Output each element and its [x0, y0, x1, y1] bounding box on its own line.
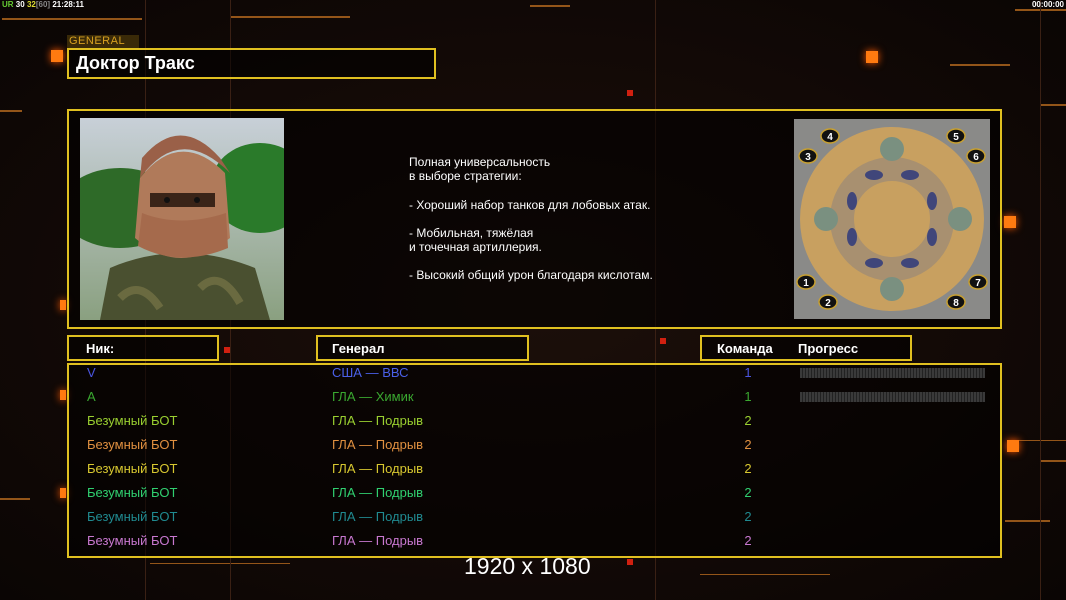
description-line: - Хороший набор танков для лобовых атак.: [409, 197, 651, 212]
general-label: GENERAL: [67, 35, 139, 48]
description-spacer: [409, 254, 653, 268]
player-team: 2: [744, 533, 752, 548]
player-team: 2: [744, 437, 752, 452]
description-line: и точечная артиллерия.: [409, 240, 542, 255]
start-position-marker[interactable]: [818, 294, 838, 310]
team-progress-header-box: Команда Прогресс: [700, 335, 912, 361]
start-position-marker[interactable]: [946, 128, 966, 144]
decor-line: [150, 563, 290, 564]
description-spacer: [409, 184, 653, 198]
player-nick: Безумный БОТ: [87, 437, 178, 452]
hud-value: 32: [26, 0, 36, 9]
decor-square: [60, 390, 66, 400]
resolution-label: 1920 x 1080: [464, 553, 591, 579]
general-description: Полная универсальность в выборе стратеги…: [409, 155, 653, 283]
decor-line: [530, 5, 570, 7]
start-position-label: 1: [803, 278, 809, 289]
general-name: Доктор Тракс: [76, 53, 195, 73]
game-timer: 00:00:00: [1031, 0, 1064, 9]
hud-value: [60]: [35, 0, 51, 9]
player-general: ГЛА — Подрыв: [332, 437, 424, 452]
start-position-marker[interactable]: [798, 148, 818, 164]
start-position-label: 5: [953, 132, 959, 143]
nick-header: Ник:: [86, 341, 115, 356]
description-line: Полная универсальность: [409, 155, 551, 169]
player-nick: Безумный БОТ: [87, 509, 178, 524]
start-position-label: 2: [825, 298, 831, 309]
start-position-marker[interactable]: [796, 274, 816, 290]
description-spacer: [409, 212, 653, 226]
player-team: 2: [744, 509, 752, 524]
decor-square: [51, 50, 63, 62]
decor-square: [866, 51, 878, 63]
team-header: Команда: [717, 341, 773, 356]
decor-square: [224, 347, 230, 353]
player-general: ГЛА — Химик: [332, 389, 414, 404]
decor-square: [627, 559, 633, 565]
decor-line: [0, 498, 30, 500]
general-portrait: [80, 118, 284, 320]
decor-line: [230, 16, 350, 18]
decor-square: [60, 488, 66, 498]
fps-counter: UR 30 32[60] 21:28:11: [2, 0, 84, 9]
decor-line: [700, 574, 830, 575]
decor-square: [1004, 216, 1016, 228]
player-general: ГЛА — Подрыв: [332, 533, 424, 548]
player-team: 1: [744, 389, 752, 404]
player-general: ГЛА — Подрыв: [332, 413, 424, 428]
player-team: 1: [744, 365, 752, 380]
player-progress-bar: [800, 392, 985, 402]
description-line: - Высокий общий урон благодаря кислотам.: [409, 268, 653, 283]
player-team: 2: [744, 413, 752, 428]
decor-square: [1007, 440, 1019, 452]
decor-line: [1040, 104, 1066, 106]
player-team: 2: [744, 461, 752, 476]
player-nick: Безумный БОТ: [87, 461, 178, 476]
hud-value: 30: [15, 0, 25, 9]
general-header-box: Генерал: [316, 335, 529, 361]
player-nick: A: [87, 389, 96, 404]
start-position-label: 7: [975, 278, 981, 289]
hud-prefix: UR: [2, 0, 14, 9]
player-team: 2: [744, 485, 752, 500]
decor-square: [60, 300, 66, 310]
progress-header: Прогресс: [798, 341, 859, 356]
player-general: США — ВВС: [332, 365, 409, 380]
player-general: ГЛА — Подрыв: [332, 485, 424, 500]
player-progress-bar: [800, 368, 985, 378]
decor-line: [950, 64, 1010, 66]
description-line: - Мобильная, тяжёлая: [409, 225, 534, 240]
decor-square: [660, 338, 666, 344]
player-nick: Безумный БОТ: [87, 413, 178, 428]
description-line: в выборе стратегии:: [409, 169, 522, 184]
player-general: ГЛА — Подрыв: [332, 461, 424, 476]
player-general: ГЛА — Подрыв: [332, 509, 424, 524]
start-position-label: 4: [827, 132, 833, 143]
start-position-marker[interactable]: [820, 128, 840, 144]
start-position-label: 6: [973, 152, 979, 163]
start-position-label: 8: [953, 298, 959, 309]
grid-line: [1040, 0, 1041, 600]
hud-clock: 21:28:11: [52, 0, 84, 9]
decor-square: [627, 90, 633, 96]
decor-line: [0, 110, 22, 112]
map-preview[interactable]: 1 2 3 4 5 6 7 8: [794, 119, 990, 319]
general-name-box: Доктор Тракс: [67, 48, 436, 79]
decor-line: [2, 18, 142, 20]
player-nick: Безумный БОТ: [87, 533, 178, 548]
start-position-label: 3: [805, 152, 811, 163]
player-nick: Безумный БОТ: [87, 485, 178, 500]
start-position-marker[interactable]: [966, 148, 986, 164]
decor-line: [1005, 520, 1050, 522]
decor-line: [1010, 440, 1066, 441]
player-nick: V: [87, 365, 96, 380]
decor-line: [1040, 460, 1066, 462]
start-position-marker[interactable]: [968, 274, 988, 290]
nick-header-box: Ник:: [67, 335, 219, 361]
start-position-marker[interactable]: [946, 294, 966, 310]
general-header: Генерал: [332, 341, 385, 356]
